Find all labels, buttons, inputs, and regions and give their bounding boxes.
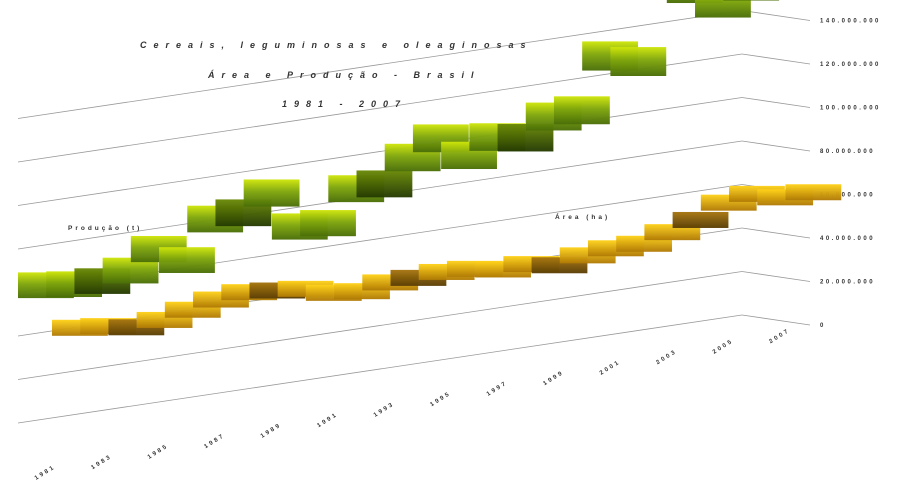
area-bar	[644, 224, 701, 241]
gridline	[17, 271, 743, 380]
production-bar	[159, 247, 215, 273]
y-tick-label: 80.000.000	[820, 149, 875, 155]
x-tick-label: 1999	[542, 370, 565, 387]
y-axis: 0 20.000.000 40.000.000 60.000.000 80.000.00…	[820, 19, 881, 330]
x-tick-label: 1991	[316, 412, 339, 429]
y-tick-label: 0	[820, 323, 826, 329]
y-tick-label: 140.000.000	[820, 19, 881, 25]
y-tick-label: 100.000.000	[820, 106, 881, 112]
chart-title: Cereais, leguminosas e oleaginosas	[140, 40, 533, 50]
area-bar	[785, 184, 842, 201]
gridline	[741, 10, 811, 21]
series-production	[18, 0, 780, 299]
legend-area: Área (ha)	[555, 212, 610, 221]
production-bar	[723, 0, 780, 1]
production-bar	[243, 179, 300, 207]
x-tick-label: 1981	[34, 464, 57, 481]
production-bar	[610, 47, 667, 76]
y-tick-label: 20.000.000	[820, 280, 875, 286]
y-tick-label: 60.000.000	[820, 193, 875, 199]
x-tick-label: 1993	[373, 401, 396, 418]
production-bar	[356, 170, 413, 198]
x-tick-label: 1989	[260, 422, 283, 439]
x-tick-label: 1985	[147, 443, 170, 460]
chart-period: 1981 - 2007	[282, 99, 407, 109]
x-tick-label: 1997	[486, 380, 509, 397]
x-tick-label: 2003	[655, 349, 678, 366]
gridline	[741, 271, 811, 282]
production-bar	[553, 96, 610, 125]
gridline	[741, 53, 811, 65]
gridline	[741, 97, 811, 108]
x-tick-label: 1987	[203, 433, 226, 450]
gridline	[17, 10, 743, 119]
gridline	[741, 227, 811, 239]
x-axis: 1981 1983 1985 1987 1989 1991 1993 1995 1997 1999…	[34, 328, 791, 482]
x-tick-label: 1995	[429, 391, 452, 408]
production-bar	[666, 0, 723, 4]
legend-production: Produção (t)	[68, 225, 142, 232]
area-bar	[672, 211, 729, 228]
production-bar	[695, 0, 751, 18]
x-tick-label: 2001	[599, 359, 622, 376]
x-tick-label: 2005	[712, 338, 735, 355]
gridline	[741, 140, 811, 152]
gridline	[17, 97, 743, 206]
x-tick-label: 1983	[90, 454, 113, 471]
production-bar	[300, 210, 356, 237]
series-area	[52, 184, 842, 336]
gridline	[741, 314, 811, 326]
y-tick-label: 120.000.000	[820, 62, 881, 68]
y-tick-label: 40.000.000	[820, 236, 875, 242]
chart-subtitle: Área e Produção - Brasil	[207, 70, 481, 80]
gridline	[17, 314, 743, 424]
x-tick-label: 2007	[768, 328, 791, 345]
